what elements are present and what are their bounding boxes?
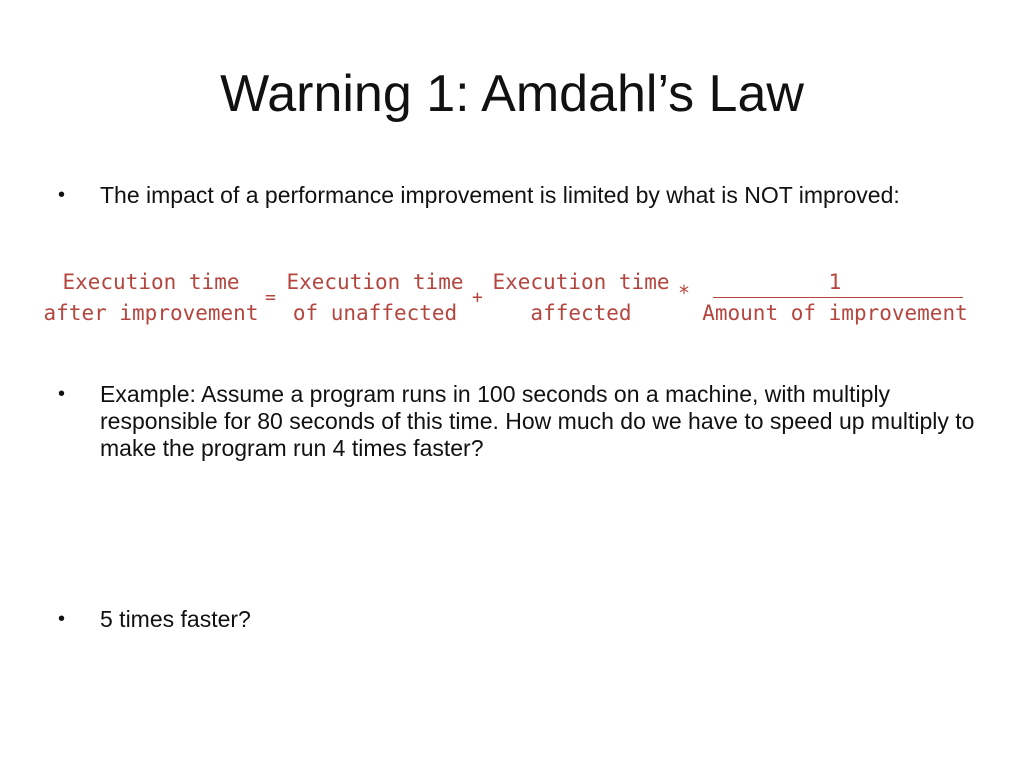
formula-term2-line2: affected (530, 301, 632, 325)
slide-title: Warning 1: Amdahl’s Law (220, 65, 804, 123)
formula-term1-line1: Execution time (286, 270, 464, 294)
bullet-item: • 5 times faster? (58, 606, 978, 633)
formula-term1-line2: of unaffected (292, 301, 458, 325)
formula-lhs: Execution time after improvement (40, 267, 262, 329)
bullet-marker: • (58, 608, 66, 630)
formula-plus: + (472, 287, 483, 308)
formula-times: * (678, 281, 691, 305)
formula-term2-line1: Execution time (492, 270, 670, 294)
bullet-item: • Example: Assume a program runs in 100 … (58, 381, 978, 462)
bullet-text: The impact of a performance improvement … (100, 182, 900, 208)
formula-term-unaffected: Execution time of unaffected (286, 267, 464, 329)
bullet-text: 5 times faster? (100, 606, 251, 632)
formula-equals: = (265, 287, 276, 308)
formula-denominator: Amount of improvement (702, 301, 968, 325)
formula-lhs-line1: Execution time (62, 270, 240, 294)
fraction-bar (713, 297, 963, 298)
bullet-marker: • (58, 383, 66, 405)
formula-lhs-line2: after improvement (43, 301, 259, 325)
amdahl-formula: Execution time after improvement = Execu… (0, 267, 1024, 337)
formula-fraction: 1 Amount of improvement (694, 267, 976, 329)
bullet-marker: • (58, 184, 66, 206)
bullet-text: Example: Assume a program runs in 100 se… (100, 381, 975, 461)
formula-numerator: 1 (828, 270, 842, 294)
bullet-item: • The impact of a performance improvemen… (58, 182, 978, 209)
formula-term-affected: Execution time affected (492, 267, 670, 329)
